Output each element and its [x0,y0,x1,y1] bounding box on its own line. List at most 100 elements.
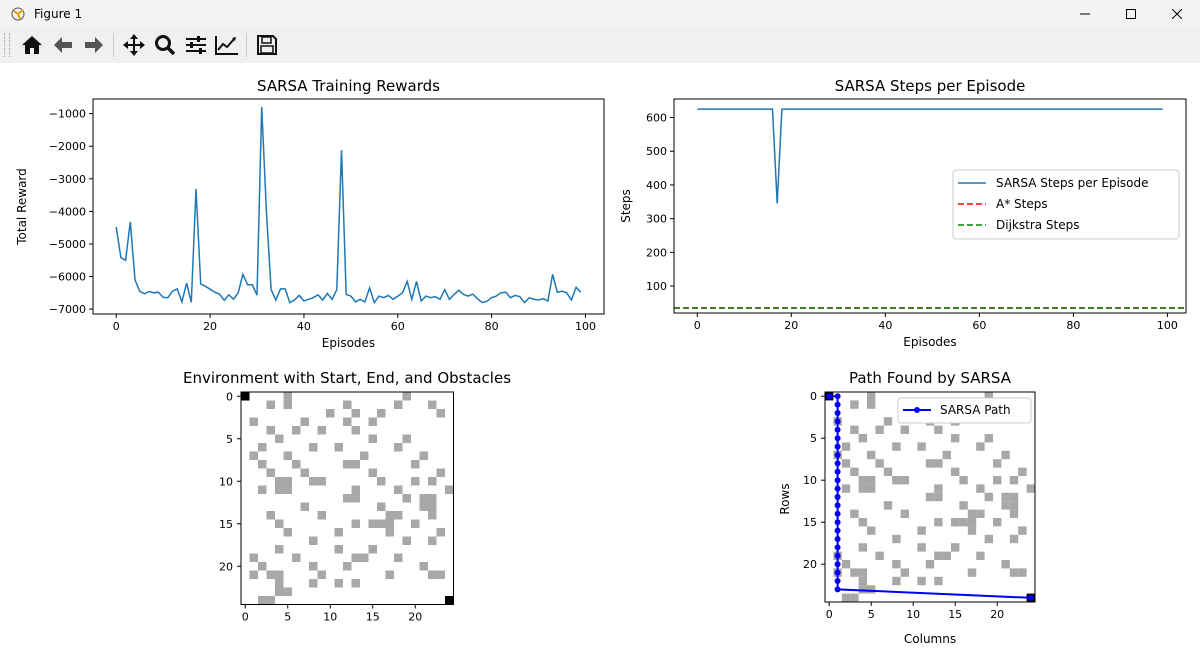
obstacle-cell [1001,501,1010,510]
obstacle-cell [858,518,867,527]
legend-box [897,397,1032,424]
edit-axis-icon[interactable] [213,30,241,60]
axes-frame [824,391,1036,603]
obstacle-cell [428,536,437,545]
obstacle-cell [892,560,901,569]
obstacle-cell [934,492,943,502]
maximize-button[interactable] [1108,0,1154,27]
y-tick-label: 10 [803,474,817,487]
obstacle-cell [1009,534,1019,544]
obstacle-cell [377,502,386,511]
obstacle-cell [967,568,977,577]
obstacle-cell [292,460,301,469]
obstacle-cell [858,585,867,594]
obstacle-cell [925,560,935,569]
obstacle-cell [428,511,437,520]
obstacle-cell [292,426,301,435]
sarsa-path-marker [834,485,841,492]
forward-arrow-icon[interactable] [80,30,108,60]
obstacle-cell [283,400,292,409]
obstacle-cell [258,596,267,605]
obstacle-cell [984,492,993,502]
sarsa-path-marker [834,552,841,559]
y-tick-label: 15 [219,518,233,531]
obstacle-cell [351,519,360,528]
obstacle-cell [317,511,326,520]
obstacle-cell [900,509,909,518]
obstacle-cell [402,536,411,545]
obstacle-cell [1001,560,1010,569]
obstacle-cell [850,467,859,476]
obstacle-cell [275,519,284,528]
chart-title: SARSA Training Rewards [257,77,440,95]
y-tick-label: 400 [646,179,667,192]
obstacle-cell [850,593,859,602]
x-axis-label: Episodes [903,335,956,349]
obstacle-cell [402,392,411,401]
obstacle-cell [334,443,343,452]
legend-label: SARSA Path [940,403,1011,417]
obstacle-cell [951,467,960,476]
axes-frame [673,98,1187,314]
obstacle-cell [934,425,943,434]
obstacle-cell [883,417,893,426]
window-title: Figure 1 [34,6,83,21]
obstacle-cell [867,526,876,535]
chart-title: Environment with Start, End, and Obstacl… [183,369,511,387]
obstacle-cell [411,460,420,469]
axes-frame [92,98,605,315]
obstacle-cell [351,460,360,469]
x-tick-label: 60 [972,319,986,332]
x-tick-label: 20 [408,611,422,624]
pan-icon[interactable] [120,30,148,60]
x-tick-label: 100 [575,320,596,333]
obstacle-cell [394,511,403,520]
y-tick-label: 100 [646,280,667,293]
obstacle-cell [875,551,884,560]
back-arrow-icon[interactable] [49,30,77,60]
obstacle-cell [959,518,968,527]
minimize-button[interactable] [1062,0,1108,27]
obstacle-cell [942,450,951,460]
sarsa-path-marker [834,410,841,416]
obstacle-cell [360,553,369,562]
save-icon[interactable] [253,30,281,60]
obstacle-cell [984,392,993,401]
x-tick-label: 15 [948,608,962,621]
obstacle-cell [300,502,309,511]
y-tick-label: 0 [226,390,233,403]
obstacle-cell [368,434,377,443]
y-axis-label: Total Reward [15,168,29,246]
obstacle-cell [976,509,985,518]
x-tick-label: 10 [323,611,337,624]
toolbar-grip [4,33,10,57]
obstacle-cell [317,426,326,435]
obstacle-cell [385,570,394,579]
x-tick-label: 5 [868,608,875,621]
y-tick-label: −6000 [49,271,86,284]
sarsa-path-marker [834,519,841,526]
obstacle-cell [249,451,258,460]
obstacle-cell [959,501,968,510]
zoom-icon[interactable] [151,30,179,60]
figure-canvas: 0 20 40 60 80 100 −1000 −2000 −3000 −4000 −5000 −60… [0,63,1200,659]
obstacle-cell [858,576,867,586]
obstacle-cell [436,528,445,537]
obstacle-cell [984,434,993,443]
configure-subplots-icon[interactable] [182,30,210,60]
obstacle-cell [351,485,360,494]
obstacle-cell [867,400,876,409]
obstacle-cell [917,543,926,552]
obstacle-cell [351,409,360,418]
home-icon[interactable] [18,30,46,60]
matplotlib-app-icon [10,6,26,22]
obstacle-cell [993,476,1002,485]
chart-title: SARSA Steps per Episode [835,77,1026,95]
y-tick-label: −7000 [49,303,86,316]
sarsa-path-marker [834,477,841,484]
obstacle-cell [394,400,403,409]
toolbar-separator [113,33,114,57]
obstacle-cell [317,477,326,486]
obstacle-cell [351,579,360,588]
close-button[interactable] [1154,0,1200,27]
